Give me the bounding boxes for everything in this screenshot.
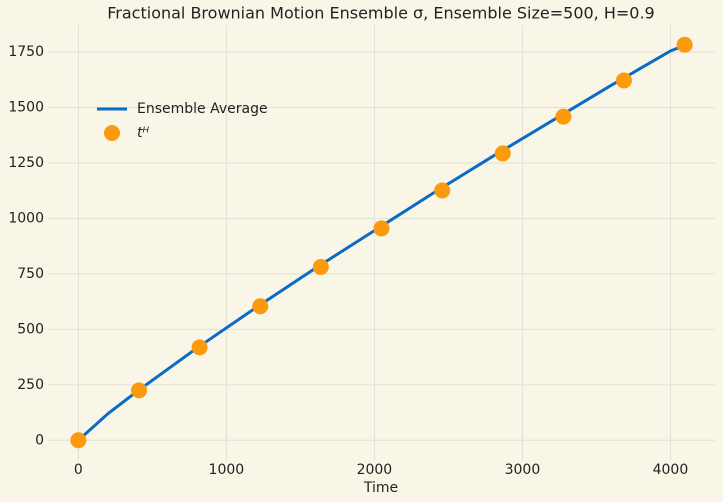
point (191, 339, 208, 356)
point (494, 145, 511, 162)
x-axis-label: Time (363, 480, 398, 496)
point (131, 382, 148, 399)
x-tick-label: 0 (74, 462, 83, 478)
y-tick-label: 250 (17, 377, 44, 393)
x-tick-label: 3000 (505, 462, 541, 478)
point (70, 432, 87, 449)
y-tick-label: 1000 (8, 210, 44, 226)
legend-label: Ensemble Average (137, 101, 268, 117)
point (555, 108, 572, 125)
y-tick-label: 500 (17, 321, 44, 337)
point (615, 72, 632, 89)
y-tick-label: 1250 (8, 155, 44, 171)
x-tick-label: 1000 (209, 462, 245, 478)
chart-title: Fractional Brownian Motion Ensemble σ, E… (107, 4, 654, 23)
legend-marker (104, 125, 120, 141)
point (312, 259, 329, 276)
y-tick-label: 1750 (8, 44, 44, 60)
point (434, 182, 451, 199)
x-tick-label: 4000 (653, 462, 689, 478)
point (252, 298, 269, 315)
legend-label: tᴴ (137, 125, 149, 141)
point (676, 36, 693, 53)
y-tick-label: 750 (17, 266, 44, 282)
y-tick-label: 0 (35, 432, 44, 448)
y-tick-label: 1500 (8, 100, 44, 116)
point (373, 220, 390, 237)
x-tick-label: 2000 (357, 462, 393, 478)
line (77, 44, 686, 442)
